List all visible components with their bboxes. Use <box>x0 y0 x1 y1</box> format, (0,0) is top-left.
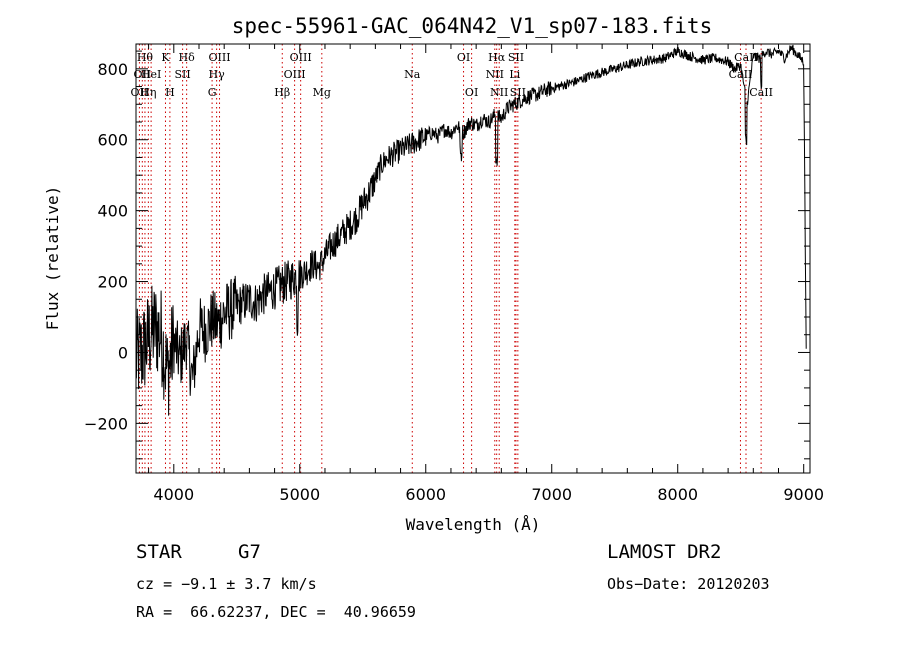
spectrum-line <box>135 44 807 416</box>
x-axis-label: Wavelength (Å) <box>406 515 541 534</box>
line-label: OII <box>131 86 149 99</box>
y-tick-label: 600 <box>97 131 128 150</box>
line-label: G <box>208 86 217 99</box>
line-label: NII <box>490 86 508 99</box>
line-label: OIII <box>208 51 230 64</box>
line-label: Hθ <box>137 51 154 64</box>
line-label: Na <box>404 68 421 81</box>
x-tick-label: 8000 <box>657 485 698 504</box>
y-axis-label: Flux (relative) <box>43 186 62 331</box>
y-tick-label: 800 <box>97 60 128 79</box>
y-tick-label: 0 <box>118 343 128 362</box>
line-label: SII <box>174 68 190 81</box>
object-class: STAR <box>136 541 182 563</box>
line-label: OII <box>133 68 151 81</box>
line-label: K <box>161 51 170 64</box>
line-label: OIII <box>284 68 306 81</box>
x-tick-label: 4000 <box>153 485 194 504</box>
line-label: SII <box>510 86 526 99</box>
spectral-line-markers <box>138 44 762 473</box>
line-label: Hβ <box>274 86 290 99</box>
line-label: Hα <box>488 51 506 64</box>
line-label: Li <box>509 68 520 81</box>
line-label: Mg <box>313 86 331 99</box>
x-tick-label: 9000 <box>783 485 824 504</box>
object-subclass: G7 <box>238 541 261 563</box>
sky-coordinates: RA = 66.62237, DEC = 40.96659 <box>136 603 416 621</box>
line-label: OI <box>465 86 478 99</box>
line-label: CaII <box>749 86 773 99</box>
line-label: CaII <box>729 68 753 81</box>
line-label: NII <box>486 68 504 81</box>
line-label: HeI <box>141 68 161 81</box>
line-label: H <box>165 86 175 99</box>
x-tick-label: 6000 <box>405 485 446 504</box>
line-label: OI <box>457 51 470 64</box>
y-tick-label: 200 <box>97 273 128 292</box>
redshift-cz: cz = −9.1 ± 3.7 km/s <box>136 575 317 593</box>
line-label: Hγ <box>209 68 226 81</box>
y-tick-label: −200 <box>84 414 128 433</box>
line-label: SII <box>508 51 524 64</box>
chart-title: spec-55961-GAC_064N42_V1_sp07-183.fits <box>232 14 712 38</box>
x-tick-label: 7000 <box>531 485 572 504</box>
survey-name: LAMOST DR2 <box>607 541 722 563</box>
x-tick-label: 5000 <box>279 485 320 504</box>
line-label: CaII <box>734 51 758 64</box>
line-label: Hδ <box>179 51 196 64</box>
line-label: OIII <box>290 51 312 64</box>
line-label: Hη <box>140 86 156 99</box>
y-tick-label: 400 <box>97 202 128 221</box>
observation-date: Obs−Date: 20120203 <box>607 575 770 593</box>
axis-ticks: 4000 5000 6000 7000 8000 9000 −200 0 200 400 600 80… <box>84 44 824 504</box>
plot-frame <box>135 43 811 474</box>
